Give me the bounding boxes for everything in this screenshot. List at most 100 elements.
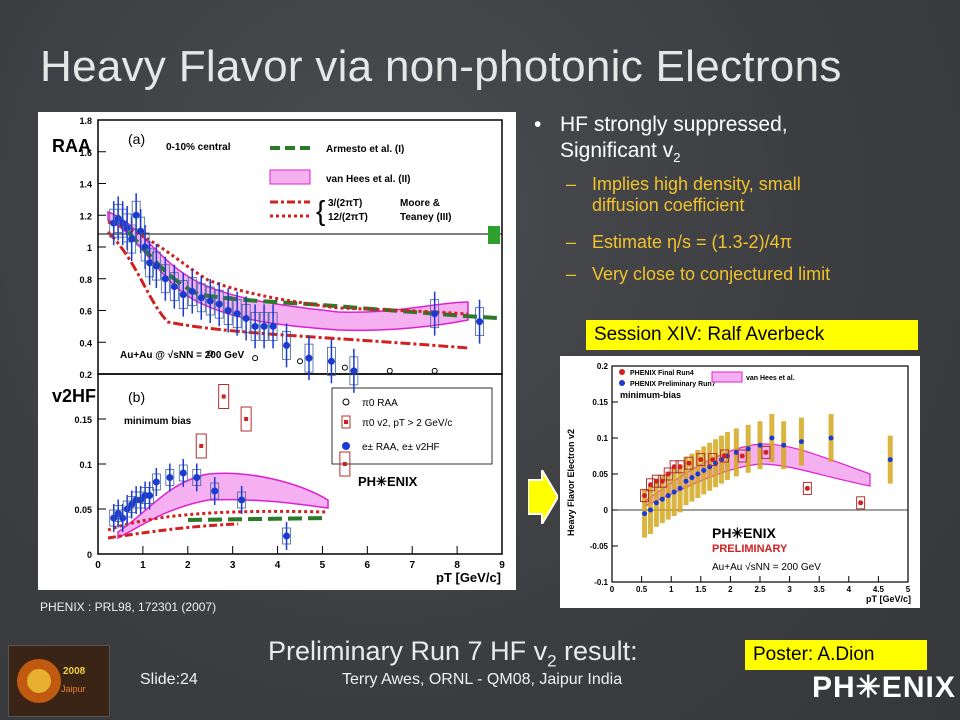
right-ytick-label: -0.1	[594, 578, 608, 587]
moore-teaney-curve-1	[106, 230, 469, 350]
right-xtick-label: 4.5	[873, 585, 885, 594]
footer-slide-number: Slide:24	[140, 671, 198, 688]
raa-e-point	[123, 224, 131, 232]
run4-point	[858, 500, 864, 506]
right-ytick-label: 0	[604, 506, 609, 515]
ytick-top-label: 0.2	[79, 370, 92, 380]
run4-sys-box	[645, 478, 655, 492]
central-label: 0-10% central	[166, 142, 231, 153]
v2-pi0-point	[244, 417, 249, 421]
run4-sys-box	[663, 467, 673, 481]
ytick-bottom-label: 0.1	[79, 460, 92, 470]
legend-run4-marker	[619, 369, 625, 375]
raa-pi0-point	[341, 364, 348, 371]
run4-sys-box	[708, 453, 718, 467]
legend-mt2: 12/(2πT)	[328, 212, 368, 223]
phenix-footer-logo: PH✳ENIX	[812, 671, 956, 704]
run4-point	[710, 457, 716, 463]
run4-point	[653, 478, 659, 484]
run4-point	[642, 493, 648, 499]
run4-point	[763, 449, 769, 455]
xtick-label: 6	[365, 560, 371, 571]
sub-bullet-3: – Very close to conjectured limit	[566, 264, 831, 284]
v2-pi0-sys-box	[218, 384, 230, 409]
xtick-label: 8	[454, 560, 460, 571]
run4-point	[739, 453, 745, 459]
xtick-label: 2	[185, 560, 191, 571]
raa-e-point	[146, 259, 154, 267]
v2-pi0-sys-box	[240, 406, 252, 432]
right-xtick-label: 0	[610, 585, 615, 594]
v2-e-point	[110, 514, 118, 522]
run4-point	[647, 482, 653, 488]
mt-curve-bottom-1	[107, 509, 329, 532]
panel-a-label: (a)	[128, 131, 145, 147]
raa-e-point	[206, 297, 214, 305]
raa-e-point	[305, 354, 313, 362]
legend-e-marker	[342, 442, 350, 450]
svg-text:Jaipur: Jaipur	[61, 684, 86, 694]
run7-point	[887, 457, 893, 463]
raa-e-point	[197, 294, 205, 302]
collision-label: Au+Au @ √sNN = 200 GeV	[120, 350, 245, 361]
run7-point	[781, 442, 787, 448]
right-ytick-label: 0.15	[592, 398, 608, 407]
legend-vanhees-right: van Hees et al.	[746, 375, 795, 382]
sub-bullet-2: – Estimate η/s = (1.3-2)/4π	[566, 232, 792, 252]
ytick-bottom-label: 0.05	[74, 505, 92, 515]
run4-sys-box	[696, 453, 706, 467]
slide-title: Heavy Flavor via non-photonic Electrons	[40, 42, 842, 91]
run7-point	[701, 467, 707, 473]
panel-b-label: (b)	[128, 389, 145, 405]
ytick-top-label: 1.2	[79, 211, 92, 221]
run4-point	[698, 457, 704, 463]
run7-point	[757, 442, 763, 448]
run7-point	[671, 489, 677, 495]
raa-e-point	[233, 310, 241, 318]
sub-bullet-1: – Implies high density, small diffusion …	[566, 174, 801, 215]
raa-pi0-point	[431, 367, 438, 374]
raa-e-point	[179, 291, 187, 299]
v2-e-point	[179, 469, 187, 477]
van-hees-band-bottom	[117, 472, 329, 540]
legend-bottom-frame	[331, 387, 493, 465]
conference-logo-image: 2008 Jaipur	[9, 646, 109, 716]
raa-e-point	[242, 314, 250, 322]
run4-sys-box	[761, 445, 771, 459]
v2-e-point	[128, 501, 136, 508]
xtick-label: 9	[499, 560, 505, 571]
legend-pi0-raa-marker	[342, 398, 350, 406]
right-xtick-label: 4	[847, 585, 852, 594]
ytick-top-label: 0.4	[79, 338, 92, 348]
svg-text:2008: 2008	[63, 666, 86, 677]
raa-e-point	[152, 262, 160, 270]
right-ylabel: Heavy Flavor Electron v2	[566, 429, 576, 536]
xtick-label: 5	[320, 560, 326, 571]
run4-sys-box	[657, 474, 667, 488]
run4-point	[671, 464, 677, 470]
legend-run7: PHENIX Preliminary Run7	[630, 381, 716, 388]
right-preliminary: PRELIMINARY	[712, 543, 788, 555]
run7-point	[769, 435, 775, 441]
run7-point	[828, 435, 834, 441]
run7-point	[659, 496, 665, 502]
bullet-main-sub: 2	[673, 150, 681, 166]
raa-e-point	[215, 300, 223, 308]
ytick-top-label: 1.6	[79, 148, 92, 158]
raa-e-point	[188, 287, 196, 295]
conference-logo: 2008 Jaipur	[8, 645, 110, 717]
norm-uncertainty-box	[488, 226, 500, 244]
right-xtick-label: 3	[787, 585, 792, 594]
v2-e-point	[137, 496, 145, 504]
right-xtick-label: 5	[906, 585, 911, 594]
legend-run7-marker	[619, 380, 625, 386]
left-data-points	[109, 193, 484, 550]
v2-e-point	[152, 478, 160, 486]
right-xtick-label: 0.5	[636, 585, 648, 594]
raa-e-point	[350, 367, 358, 375]
legend-vanhees-right-swatch	[711, 371, 743, 383]
ytick-bottom-label: 0	[87, 550, 92, 560]
raa-e-point	[141, 243, 149, 251]
raa-e-point	[137, 227, 145, 235]
v2-pi0-point	[199, 444, 204, 448]
